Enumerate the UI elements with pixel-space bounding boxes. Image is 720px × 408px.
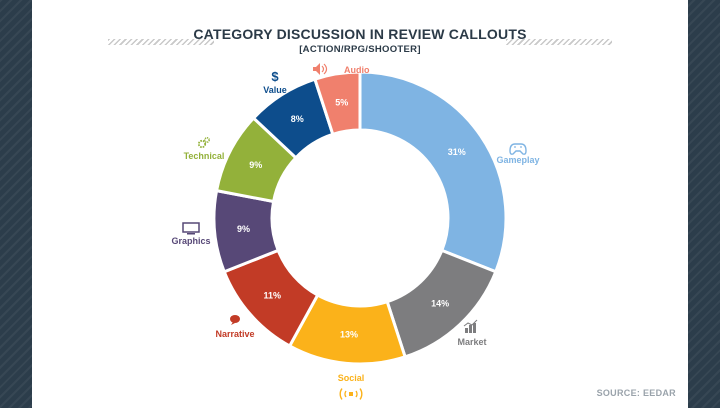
bar-chart-icon <box>463 319 478 333</box>
speaker-icon <box>313 63 328 75</box>
chart-title: CATEGORY DISCUSSION IN REVIEW CALLOUTS <box>193 26 527 42</box>
category-label-graphics: Graphics <box>171 236 210 246</box>
broadcast-icon <box>339 388 363 400</box>
category-label-technical: Technical <box>184 151 225 161</box>
slice-value-social: 13% <box>340 329 358 339</box>
slice-value-market: 14% <box>431 298 449 308</box>
category-label-value: Value <box>263 85 287 95</box>
speech-bubble-icon <box>230 315 240 325</box>
category-label-audio: Audio <box>344 65 370 75</box>
slice-value-graphics: 9% <box>237 224 250 234</box>
slice-value-narrative: 11% <box>263 290 281 300</box>
category-label-gameplay: Gameplay <box>496 155 539 165</box>
slice-value-gameplay: 31% <box>448 147 466 157</box>
slice-audio <box>312 70 362 137</box>
slice-gameplay <box>358 70 508 274</box>
category-label-social: Social <box>338 373 365 383</box>
slice-value-audio: 5% <box>335 97 348 107</box>
monitor-icon <box>182 222 200 235</box>
svg-text:$: $ <box>271 69 279 84</box>
title-hatch-left <box>108 39 214 45</box>
category-label-narrative: Narrative <box>215 329 254 339</box>
category-label-market: Market <box>457 337 486 347</box>
slice-value-technical: 9% <box>249 160 262 170</box>
source-note: SOURCE: EEDAR <box>596 388 676 398</box>
chart-subtitle: [ACTION/RPG/SHOOTER] <box>299 44 421 55</box>
slice-value-value: 8% <box>291 114 304 124</box>
title-hatch-right <box>506 39 612 45</box>
gears-icon <box>197 137 210 149</box>
dollar-icon: $ <box>271 69 279 84</box>
gamepad-icon <box>509 143 527 155</box>
